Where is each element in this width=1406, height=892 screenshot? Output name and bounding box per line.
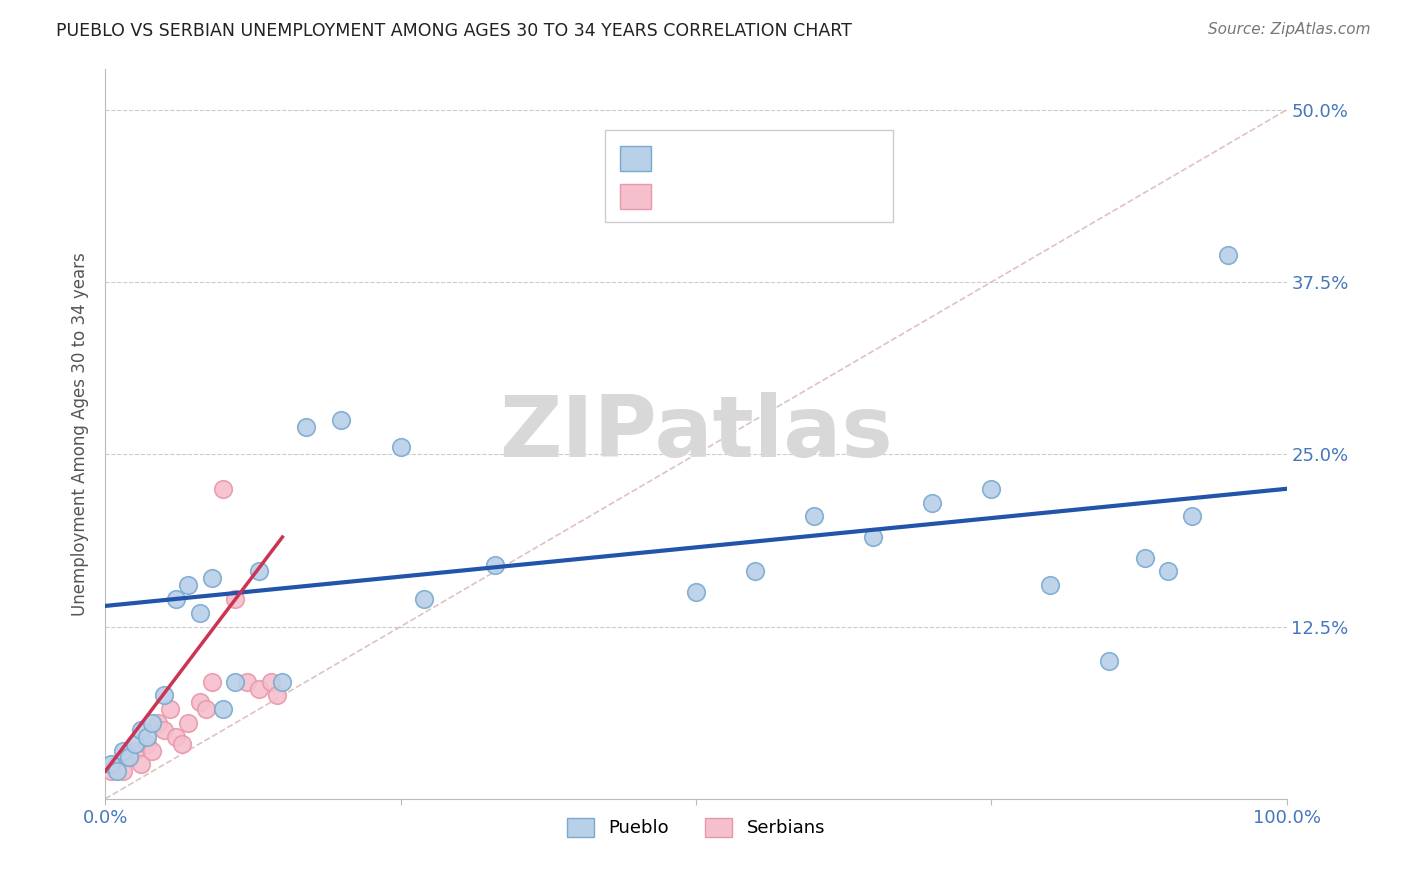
- Point: [111, 764, 134, 779]
- Point: [247, 681, 270, 696]
- Point: [744, 565, 766, 579]
- Point: [135, 730, 157, 744]
- Point: [124, 737, 146, 751]
- Point: [105, 764, 128, 779]
- Point: [1098, 654, 1121, 668]
- Point: [236, 674, 259, 689]
- Text: N =: N =: [761, 150, 813, 168]
- Point: [118, 750, 141, 764]
- Point: [165, 730, 187, 744]
- Point: [1216, 247, 1239, 261]
- Y-axis label: Unemployment Among Ages 30 to 34 years: Unemployment Among Ages 30 to 34 years: [72, 252, 89, 615]
- Point: [685, 585, 707, 599]
- Point: [153, 723, 176, 737]
- Point: [105, 757, 128, 772]
- Text: Source: ZipAtlas.com: Source: ZipAtlas.com: [1208, 22, 1371, 37]
- Point: [188, 606, 211, 620]
- Text: 0.321: 0.321: [702, 150, 758, 168]
- Point: [153, 689, 176, 703]
- Point: [148, 716, 170, 731]
- Point: [135, 737, 157, 751]
- Legend: Pueblo, Serbians: Pueblo, Serbians: [560, 811, 832, 845]
- Text: 23: 23: [806, 187, 831, 205]
- Point: [200, 571, 222, 585]
- Text: 0.432: 0.432: [702, 187, 758, 205]
- Point: [141, 743, 163, 757]
- Point: [921, 495, 943, 509]
- Text: PUEBLO VS SERBIAN UNEMPLOYMENT AMONG AGES 30 TO 34 YEARS CORRELATION CHART: PUEBLO VS SERBIAN UNEMPLOYMENT AMONG AGE…: [56, 22, 852, 40]
- Point: [224, 592, 246, 607]
- Point: [212, 482, 235, 496]
- Point: [330, 413, 353, 427]
- Point: [247, 565, 270, 579]
- Point: [170, 737, 193, 751]
- Text: R =: R =: [662, 150, 702, 168]
- Point: [862, 530, 884, 544]
- Point: [1157, 565, 1180, 579]
- Point: [200, 674, 222, 689]
- Point: [159, 702, 181, 716]
- Point: [141, 716, 163, 731]
- Point: [259, 674, 281, 689]
- Point: [224, 674, 246, 689]
- Point: [165, 592, 187, 607]
- Text: R =: R =: [662, 187, 702, 205]
- Point: [271, 674, 294, 689]
- Point: [188, 695, 211, 709]
- Point: [1181, 509, 1204, 524]
- Text: ZIPatlas: ZIPatlas: [499, 392, 893, 475]
- Point: [212, 702, 235, 716]
- Point: [100, 757, 122, 772]
- Point: [1039, 578, 1062, 592]
- Point: [980, 482, 1002, 496]
- Point: [177, 716, 200, 731]
- Point: [129, 757, 152, 772]
- Point: [124, 743, 146, 757]
- Point: [177, 578, 200, 592]
- Point: [484, 558, 506, 572]
- Point: [194, 702, 217, 716]
- Point: [295, 419, 318, 434]
- Text: 34: 34: [806, 150, 831, 168]
- Point: [111, 743, 134, 757]
- Text: N =: N =: [761, 187, 813, 205]
- Point: [803, 509, 825, 524]
- Point: [118, 750, 141, 764]
- Point: [100, 764, 122, 779]
- Point: [129, 723, 152, 737]
- Point: [1133, 550, 1156, 565]
- Point: [266, 689, 288, 703]
- Point: [413, 592, 436, 607]
- Point: [389, 441, 412, 455]
